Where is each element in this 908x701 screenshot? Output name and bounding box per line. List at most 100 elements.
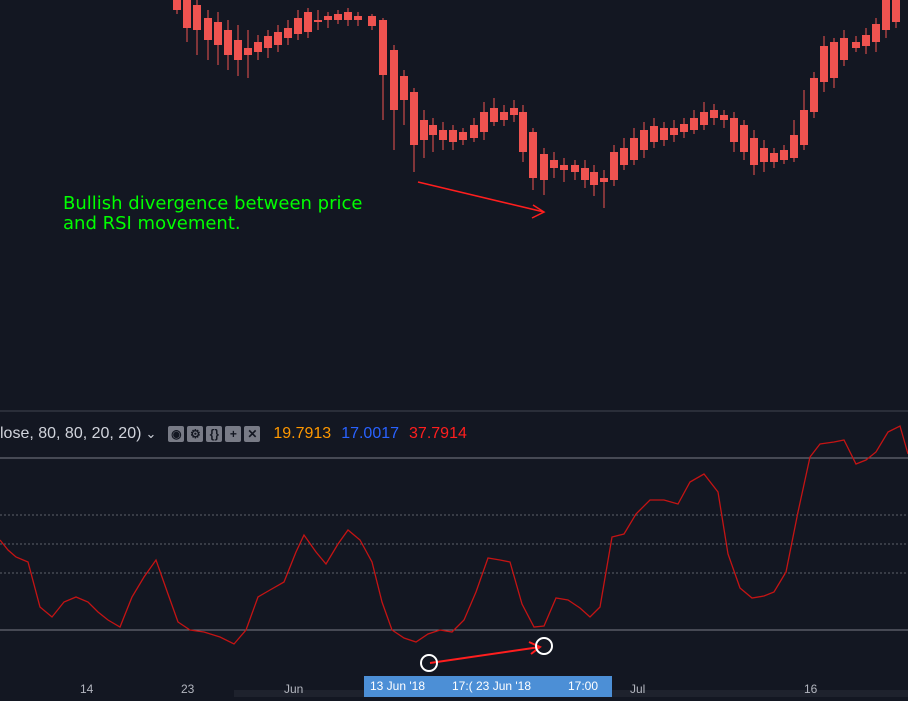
candle-down (820, 46, 828, 82)
candle-down (740, 125, 748, 152)
candle-down (429, 125, 437, 135)
candle-down (750, 138, 758, 165)
rsi-indicator-pane[interactable] (0, 412, 908, 697)
time-axis[interactable]: 14 23 Jun Jul 16 (0, 678, 908, 697)
candle-down (872, 24, 880, 42)
candle-down (400, 76, 408, 100)
candle-down (324, 16, 332, 20)
candle-down (204, 18, 212, 40)
candle-down (449, 130, 457, 142)
time-tick: 23 (181, 682, 195, 696)
candle-down (680, 124, 688, 132)
pane-divider[interactable] (0, 410, 908, 412)
candle-down (830, 42, 838, 78)
candle-down (390, 50, 398, 110)
candle-down (800, 110, 808, 145)
crosshair-time-label: 17:( 23 Jun '18 (446, 676, 568, 697)
candle-down (470, 125, 478, 138)
candle-down (244, 48, 252, 55)
candle-down (284, 28, 292, 38)
candle-down (892, 0, 900, 22)
candle-down (790, 135, 798, 158)
divergence-arrow-price (417, 181, 545, 213)
candle-down (439, 130, 447, 140)
candle-down (590, 172, 598, 185)
chevron-down-icon[interactable]: ⌄ (145, 426, 157, 441)
candle-down (730, 118, 738, 142)
candle-down (410, 92, 418, 145)
candle-down (344, 12, 352, 20)
indicator-value-3: 37.7914 (409, 425, 467, 442)
time-tick: 14 (80, 682, 94, 696)
candle-down (770, 153, 778, 162)
indicator-legend[interactable]: lose, 80, 80, 20, 20) ⌄ ◉ ⚙ {} + ✕ 19.79… (0, 424, 467, 444)
annotation-line-1: Bullish divergence between price (63, 193, 363, 214)
candle-down (529, 132, 537, 178)
candle-down (234, 40, 242, 60)
candle-down (294, 18, 302, 34)
candle-down (510, 108, 518, 115)
candle-down (780, 150, 788, 160)
price-chart-pane[interactable] (0, 0, 908, 410)
indicator-value-1: 19.7913 (273, 425, 332, 442)
candle-down (620, 148, 628, 165)
divergence-point-low-1 (420, 654, 438, 672)
candle-down (519, 112, 527, 152)
divergence-arrow-rsi-head (528, 641, 542, 655)
candle-down (354, 16, 362, 20)
divergence-arrow-price-head (531, 204, 546, 219)
eye-icon[interactable]: ◉ (168, 426, 185, 442)
time-tick: Jun (284, 682, 304, 696)
time-tick: 16 (804, 682, 818, 696)
candle-down (640, 130, 648, 150)
annotation-line-2: and RSI movement. (63, 213, 241, 234)
candle-down (560, 165, 568, 170)
candle-down (540, 154, 548, 180)
candle-down (862, 35, 870, 46)
candle-down (600, 178, 608, 182)
crosshair-time-label: 17:00 (562, 676, 612, 697)
candle-down (368, 16, 376, 26)
candle-down (264, 36, 272, 48)
close-icon[interactable]: ✕ (244, 426, 261, 442)
candle-down (480, 112, 488, 132)
divergence-annotation[interactable]: Bullish divergence between price and RSI… (63, 194, 423, 234)
divergence-arrow-rsi (429, 646, 541, 664)
candle-down (581, 168, 589, 180)
candle-down (459, 132, 467, 140)
candle-down (500, 112, 508, 120)
candle-down (720, 115, 728, 120)
candle-down (670, 128, 678, 135)
candle-down (571, 165, 579, 172)
source-code-icon[interactable]: {} (206, 426, 223, 442)
more-icon[interactable]: + (225, 426, 242, 442)
rsi-line (0, 425, 908, 645)
candle-down (810, 78, 818, 112)
candle-down (314, 20, 322, 22)
candle-down (183, 0, 191, 28)
candle-down (304, 12, 312, 32)
candle-down (630, 138, 638, 160)
candlestick-chart[interactable] (0, 0, 908, 410)
candle-down (690, 118, 698, 130)
candle-down (760, 148, 768, 162)
candle-down (214, 22, 222, 45)
indicator-params[interactable]: lose, 80, 80, 20, 20) (0, 425, 142, 442)
candle-down (334, 14, 342, 20)
candle-down (660, 128, 668, 140)
candle-down (882, 0, 890, 30)
candle-down (700, 112, 708, 125)
rsi-chart (0, 425, 908, 672)
settings-icon[interactable]: ⚙ (187, 426, 204, 442)
candle-down (254, 42, 262, 52)
candle-down (710, 110, 718, 118)
candle-down (840, 38, 848, 60)
candle-down (274, 32, 282, 45)
candle-down (420, 120, 428, 140)
candle-down (852, 42, 860, 48)
candle-down (490, 108, 498, 122)
candle-down (379, 20, 387, 75)
candle-down (193, 5, 201, 30)
time-tick: Jul (630, 682, 646, 696)
candle-down (173, 0, 181, 10)
